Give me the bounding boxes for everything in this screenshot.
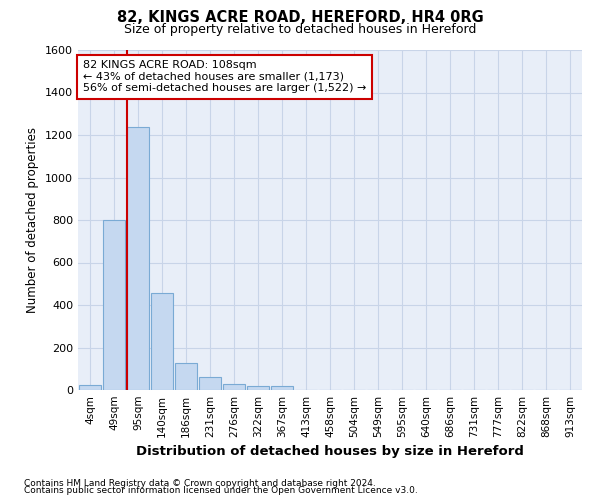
Bar [79, 384, 101, 390]
Bar [223, 384, 245, 390]
Bar [127, 126, 149, 390]
Bar [151, 294, 173, 390]
Text: 82, KINGS ACRE ROAD, HEREFORD, HR4 0RG: 82, KINGS ACRE ROAD, HEREFORD, HR4 0RG [116, 10, 484, 25]
Text: 82 KINGS ACRE ROAD: 108sqm
← 43% of detached houses are smaller (1,173)
56% of s: 82 KINGS ACRE ROAD: 108sqm ← 43% of deta… [83, 60, 367, 94]
Text: Size of property relative to detached houses in Hereford: Size of property relative to detached ho… [124, 22, 476, 36]
Bar [247, 386, 269, 390]
Bar [175, 363, 197, 390]
Text: Contains HM Land Registry data © Crown copyright and database right 2024.: Contains HM Land Registry data © Crown c… [24, 478, 376, 488]
Bar [271, 386, 293, 390]
Text: Contains public sector information licensed under the Open Government Licence v3: Contains public sector information licen… [24, 486, 418, 495]
Bar [103, 220, 125, 390]
Bar [199, 376, 221, 390]
X-axis label: Distribution of detached houses by size in Hereford: Distribution of detached houses by size … [136, 446, 524, 458]
Y-axis label: Number of detached properties: Number of detached properties [26, 127, 40, 313]
